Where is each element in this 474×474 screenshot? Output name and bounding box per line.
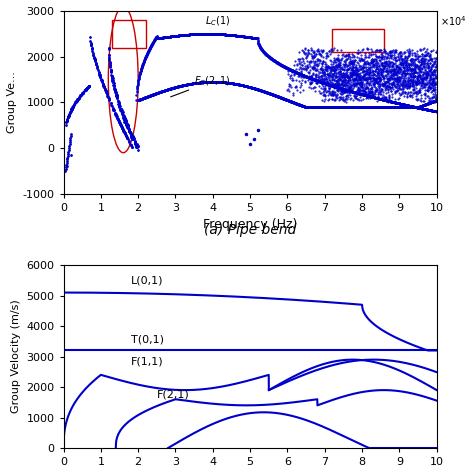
Text: F(2,1): F(2,1): [157, 390, 190, 400]
Text: L(0,1): L(0,1): [131, 275, 163, 285]
Text: $\times 10^4$: $\times 10^4$: [440, 15, 467, 28]
Text: T(0,1): T(0,1): [131, 335, 164, 345]
Text: (a) Pipe bend: (a) Pipe bend: [204, 223, 296, 237]
Y-axis label: Group Ve...: Group Ve...: [7, 72, 17, 133]
Text: F(1,1): F(1,1): [131, 356, 164, 366]
Y-axis label: Group Velocity (m/s): Group Velocity (m/s): [11, 300, 21, 413]
X-axis label: Frequency (Hz): Frequency (Hz): [203, 219, 297, 231]
Text: $F_C(2,1)$: $F_C(2,1)$: [171, 74, 231, 97]
Bar: [112, 20, 146, 47]
Text: $L_C(1)$: $L_C(1)$: [205, 15, 231, 28]
Bar: [332, 29, 384, 52]
